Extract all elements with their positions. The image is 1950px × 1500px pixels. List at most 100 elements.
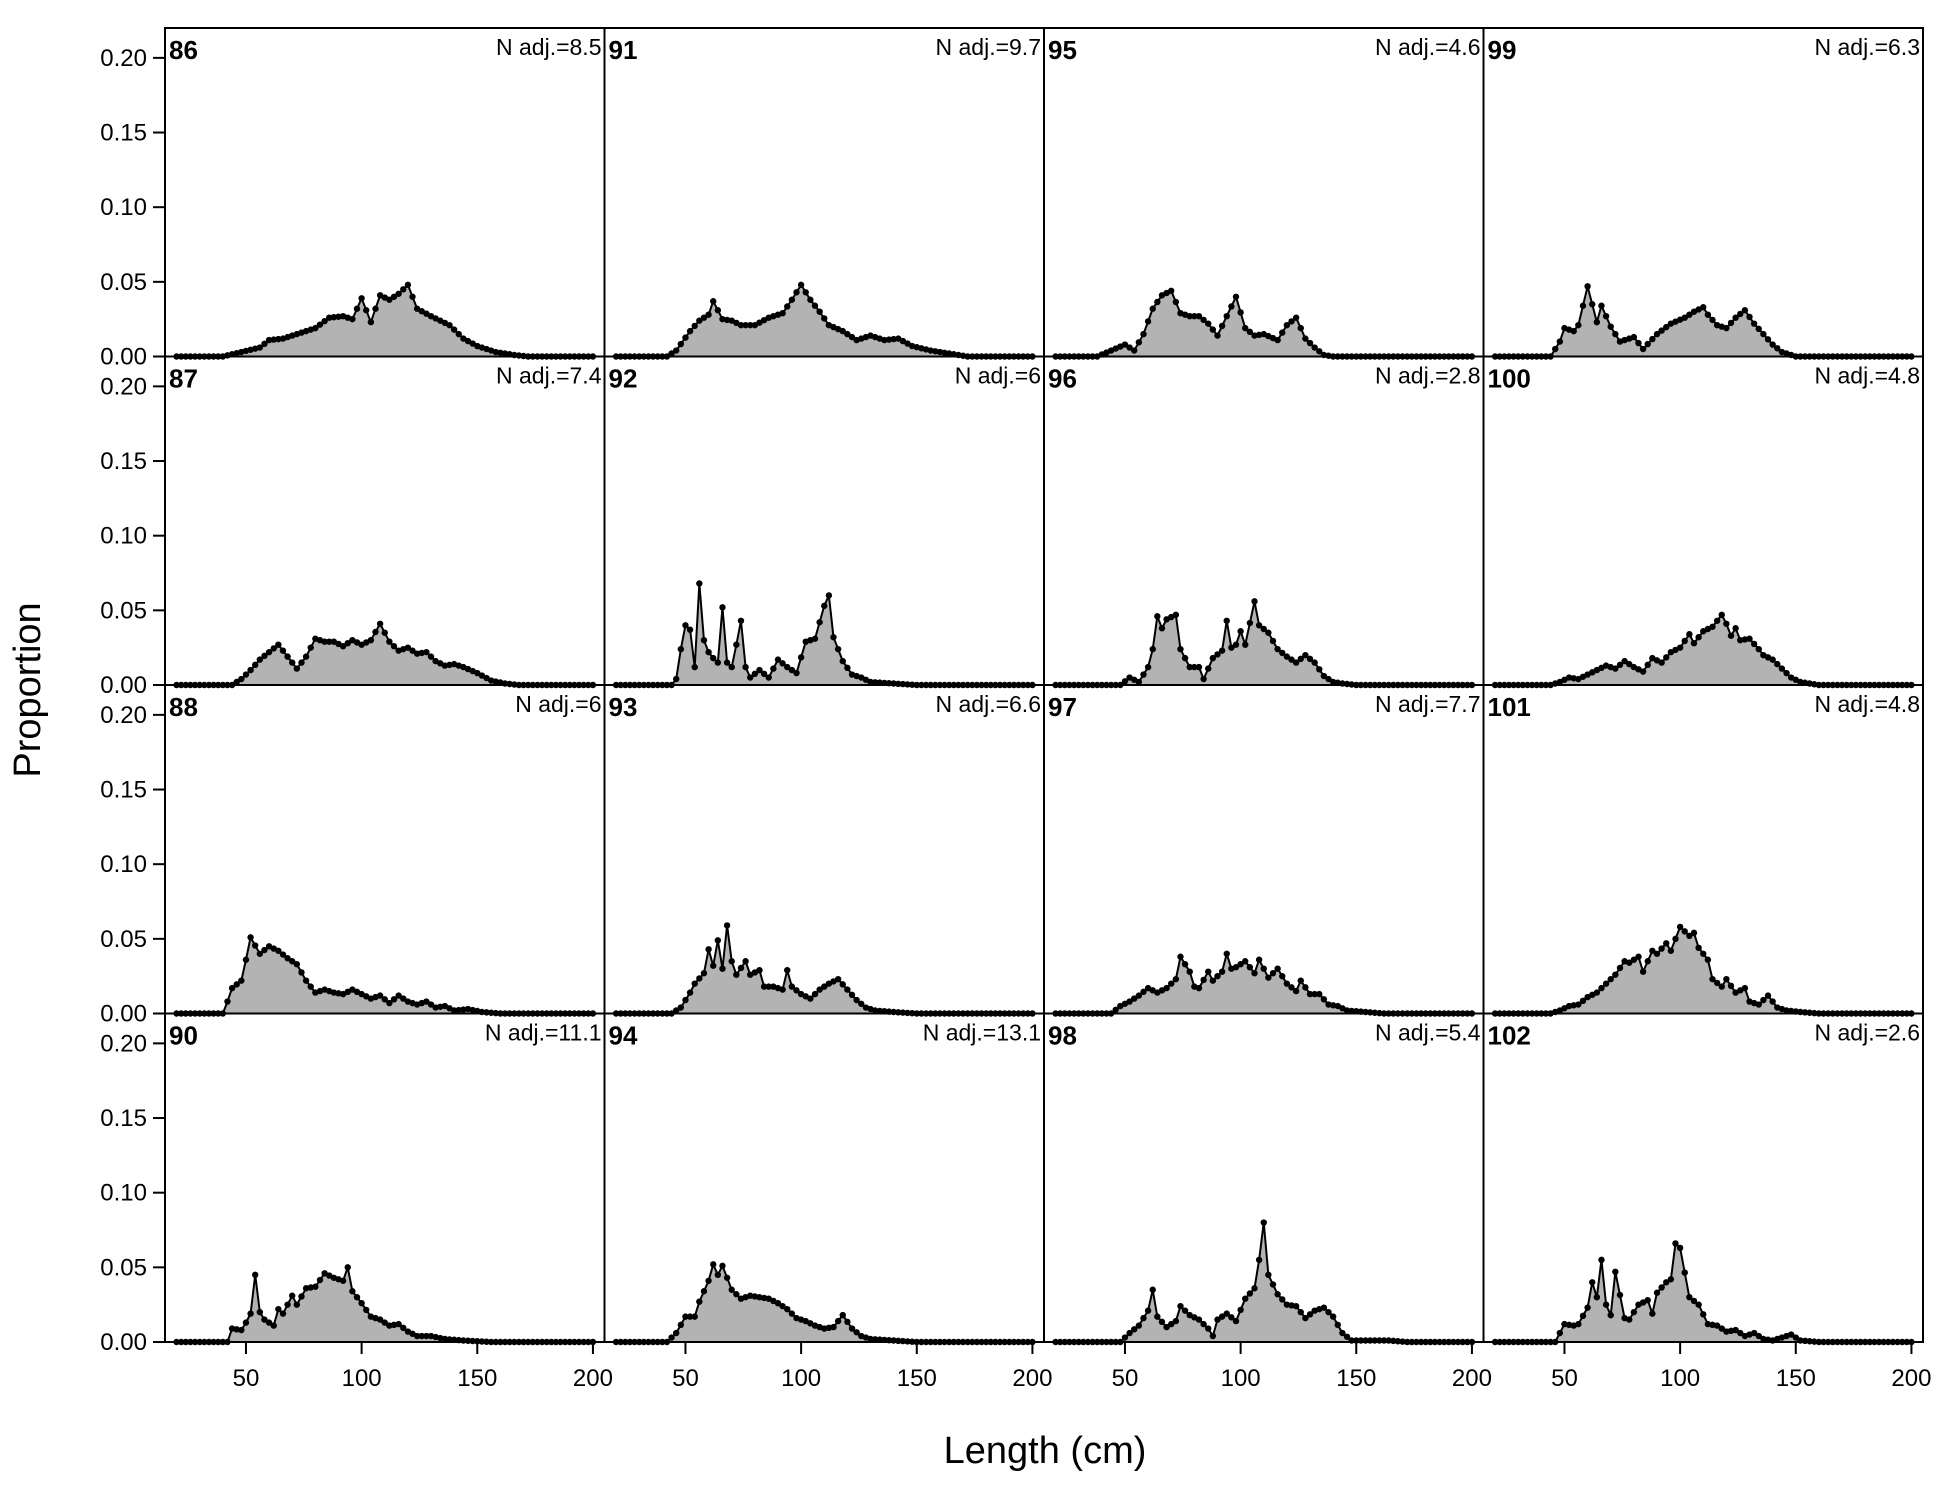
panel-100-point	[1746, 635, 1753, 642]
x-tick-label: 100	[342, 1365, 382, 1392]
panel-99-point	[1639, 345, 1647, 353]
panel-95-point	[1232, 293, 1240, 300]
panel-95-point	[1186, 312, 1193, 320]
panel-101-point	[1709, 975, 1716, 983]
panel-93-area	[616, 925, 1033, 1014]
panel-88-point	[261, 946, 268, 954]
panel-88-point	[242, 956, 250, 963]
panel-96-point	[1214, 651, 1221, 658]
panel-95-point	[1172, 298, 1180, 306]
panel-98-point	[1126, 1329, 1133, 1337]
panel-90-point	[339, 1277, 347, 1284]
panel-94-id-label: 94	[609, 1021, 638, 1051]
panel-101-point	[1649, 947, 1656, 954]
panel-100-id-label: 100	[1488, 364, 1531, 394]
panel-88-point	[450, 1007, 458, 1014]
panel-102-point	[1750, 1329, 1758, 1337]
panel-91-id-label: 91	[609, 35, 638, 65]
panel-90-point	[358, 1299, 365, 1307]
panel-86-point	[349, 315, 356, 323]
panel-95-point	[1316, 348, 1323, 355]
panel-101-point	[1575, 1001, 1582, 1008]
x-tick-label: 200	[1891, 1365, 1931, 1392]
panel-101-point	[1607, 975, 1614, 983]
panel-86-point	[358, 295, 365, 302]
panel-93-id-label: 93	[609, 692, 638, 722]
panel-99-point	[1653, 330, 1661, 338]
panel-97-point	[1186, 968, 1193, 975]
panel-86-point	[326, 314, 333, 321]
panel-98-point	[1246, 1290, 1254, 1297]
panel-95-point	[1306, 339, 1314, 347]
panel-94-point	[710, 1261, 717, 1268]
panel-87-point	[321, 638, 328, 645]
panel-98-point	[1195, 1316, 1203, 1323]
panel-100-point	[1690, 639, 1698, 647]
panel-97-point	[1112, 1006, 1119, 1013]
panel-98-area	[1055, 1222, 1472, 1342]
panel-86-point	[363, 307, 370, 314]
panel-86-point	[321, 317, 328, 325]
panel-95-point	[1144, 318, 1152, 325]
panel-99-n-label: N adj.=6.3	[1815, 34, 1921, 60]
panel-87-point	[252, 661, 259, 669]
panel-100-point	[1616, 661, 1624, 669]
y-tick-label: 0.00	[100, 344, 147, 371]
panel-99-point	[1769, 341, 1776, 348]
panel-101-point	[1723, 975, 1730, 983]
panel-97-point	[1140, 988, 1147, 996]
panel-92-point	[733, 641, 740, 648]
panel-87-point	[242, 671, 250, 678]
panel-91-point	[793, 289, 800, 296]
panel-98-point	[1232, 1317, 1240, 1325]
panel-92-point	[770, 665, 777, 672]
panel-90-point	[279, 1310, 287, 1317]
panel-91-point	[677, 340, 685, 348]
panel-97-point	[1172, 975, 1180, 983]
panel-97-point	[1320, 996, 1328, 1003]
panel-90-point	[363, 1306, 370, 1314]
panel-95-point	[1292, 314, 1300, 321]
panel-86-n-label: N adj.=8.5	[496, 34, 602, 60]
panel-87-point	[270, 645, 277, 652]
y-tick-label: 0.10	[100, 1180, 147, 1207]
panel-98-point	[1274, 1291, 1281, 1298]
panel-92-point	[728, 663, 735, 671]
panel-92-point	[673, 675, 680, 683]
y-tick-label: 0.00	[100, 1001, 147, 1028]
panel-94-point	[668, 1334, 675, 1341]
panel-93-point	[733, 971, 740, 978]
panel-92-point	[760, 670, 768, 677]
panel-90-point	[400, 1324, 407, 1332]
panel-102-frame	[1482, 1012, 1924, 1343]
panel-101-point	[1769, 998, 1776, 1005]
panel-94-point	[696, 1298, 703, 1305]
panel-97-point	[1181, 961, 1189, 968]
panel-91-point	[747, 321, 754, 329]
panel-101-point	[1612, 971, 1619, 978]
panel-101-point	[1639, 968, 1647, 975]
panel-91-point	[686, 327, 694, 335]
panel-94-point	[830, 1323, 837, 1331]
panel-101-point	[1644, 958, 1651, 965]
panel-96-point	[1218, 647, 1226, 654]
panel-99-point	[1755, 325, 1762, 333]
panel-99-point	[1649, 335, 1656, 343]
panel-87-point	[367, 637, 375, 644]
x-tick-label: 100	[1221, 1365, 1261, 1392]
panel-101-point	[1783, 1007, 1790, 1014]
panel-99-point	[1570, 327, 1577, 335]
panel-92-point	[839, 657, 846, 665]
panel-97-point	[1251, 969, 1258, 977]
panel-95-point	[1214, 332, 1221, 339]
panel-100-point	[1750, 640, 1758, 648]
panel-88-point	[228, 984, 236, 992]
panel-92-point	[765, 674, 772, 681]
panel-96-point	[1144, 663, 1152, 671]
panel-99-point	[1727, 319, 1735, 327]
panel-100-point	[1626, 660, 1633, 668]
panel-97-point	[1306, 990, 1314, 998]
panel-95-point	[1283, 321, 1291, 329]
panel-93-point	[834, 975, 842, 983]
panel-86-point	[312, 324, 319, 332]
